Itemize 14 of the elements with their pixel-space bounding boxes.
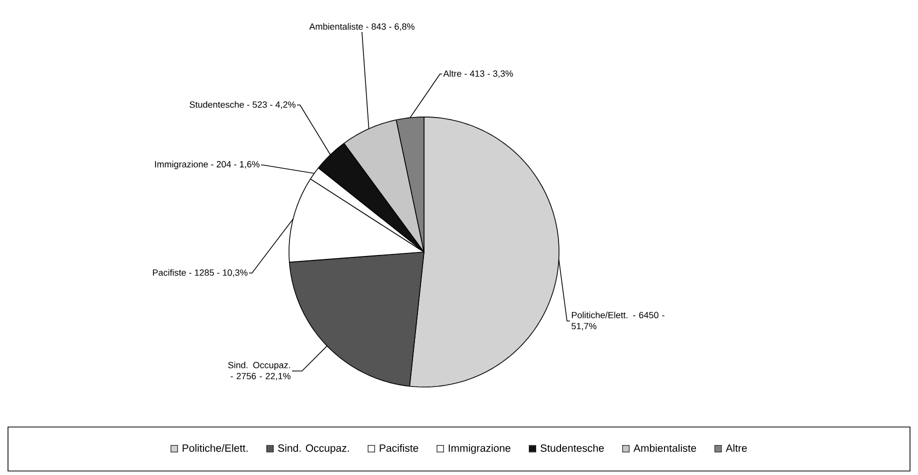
text: Studentesche - 523 - 4,2% — [190, 101, 296, 109]
text: Politiche/Elett. - 6450 - 51,7% — [572, 312, 664, 330]
legend-label: Sind. Occupaz. — [278, 444, 349, 454]
text: Ambientaliste - 843 - 6,8% — [309, 23, 414, 31]
text: Pacifiste - 1285 - 10,3% — [152, 269, 248, 277]
legend-label: Immigrazione — [448, 444, 510, 454]
legend-label: Altre — [726, 444, 747, 452]
legend-label: Politiche/Elett. — [182, 444, 248, 452]
legend-label: Pacifiste — [380, 444, 418, 452]
legend-label: Studentesche — [540, 444, 604, 452]
text: Immigrazione - 204 - 1,6% — [155, 160, 260, 170]
text: Altre - 413 - 3,3% — [443, 70, 513, 78]
legend-label: Ambientaliste — [634, 444, 696, 452]
text: Sind. Occupaz. - 2756 - 22,1% — [228, 362, 290, 380]
